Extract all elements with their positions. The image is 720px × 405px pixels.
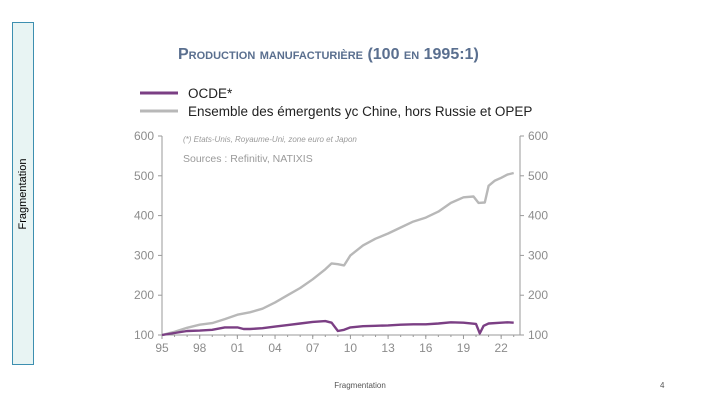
x-tick-label: 95 — [155, 341, 169, 355]
y-tick-label-right: 100 — [528, 328, 548, 342]
y-tick-label-right: 500 — [528, 169, 548, 183]
y-tick-label-right: 200 — [528, 288, 548, 302]
y-tick-label-left: 100 — [134, 328, 154, 342]
page-number: 4 — [660, 381, 665, 390]
x-tick-label: 01 — [231, 341, 245, 355]
chart-title: Production manufacturière (100 en 1995:1… — [178, 46, 479, 63]
y-tick-label-left: 300 — [134, 248, 154, 262]
legend: OCDE* Ensemble des émergents yc Chine, ho… — [140, 86, 532, 119]
x-tick-label: 19 — [457, 341, 471, 355]
y-tick-label-right: 400 — [528, 209, 548, 223]
x-tick-label: 22 — [494, 341, 508, 355]
y-tick-label-left: 500 — [134, 169, 154, 183]
legend-label-0: OCDE* — [188, 86, 233, 101]
x-tick-label: 13 — [381, 341, 395, 355]
y-tick-label-right: 600 — [528, 129, 548, 143]
y-tick-label-left: 600 — [134, 129, 154, 143]
y-tick-label-left: 400 — [134, 209, 154, 223]
footer-text: Fragmentation — [334, 381, 386, 390]
chart-source: Sources : Refinitiv, NATIXIS — [183, 153, 313, 165]
side-section-tab: Fragmentation — [12, 22, 34, 365]
legend-label-1: Ensemble des émergents yc Chine, hors Ru… — [188, 104, 532, 119]
x-tick-label: 10 — [344, 341, 358, 355]
y-tick-label-right: 300 — [528, 248, 548, 262]
y-tick-label-left: 200 — [134, 288, 154, 302]
series-line-0 — [161, 319, 514, 337]
series-layer — [161, 171, 514, 337]
series-line-1 — [161, 171, 514, 337]
x-tick-label: 98 — [193, 341, 207, 355]
x-tick-label: 07 — [306, 341, 320, 355]
chart-axes: 100 100 200 200 300 300 400 400 500 500 600 600 95 98… — [134, 129, 548, 355]
chart-note: (*) Etats-Unis, Royaume-Uni, zone euro e… — [183, 135, 357, 144]
x-tick-label: 04 — [268, 341, 282, 355]
x-tick-label: 16 — [419, 341, 433, 355]
